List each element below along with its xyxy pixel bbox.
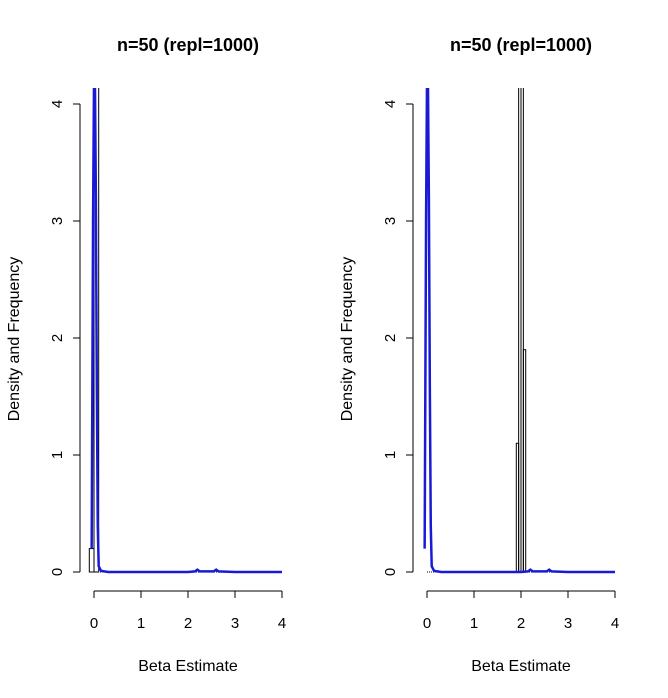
chart-1-y-ticks: 0 1 2 3 4: [49, 100, 80, 576]
chart-1-y-tick-label: 2: [49, 334, 66, 342]
chart-2-x-axis-label: Beta Estimate: [471, 658, 571, 675]
chart-2-density-line: [423, 88, 615, 574]
chart-2-y-tick-label: 4: [382, 100, 399, 108]
chart-2-plot-area: [423, 88, 615, 574]
chart-1-histogram-bar: [88, 548, 95, 573]
chart-1-title: n=50 (repl=1000): [117, 35, 259, 55]
chart-2-y-tick-label: 2: [382, 334, 399, 342]
chart-1-y-tick-label: 1: [49, 451, 66, 459]
chart-1-x-tick-label: 3: [231, 615, 239, 632]
chart-1-x-tick-label: 1: [137, 615, 145, 632]
chart-2-x-tick-label: 0: [423, 615, 431, 632]
chart-2-title: n=50 (repl=1000): [450, 35, 592, 55]
chart-1-y-axis-label: Density and Frequency: [6, 257, 23, 422]
chart-1-y-tick-label: 0: [49, 568, 66, 576]
chart-2-x-ticks: 0 1 2 3 4: [423, 591, 619, 632]
chart-1-plot-area: [88, 88, 282, 574]
chart-panel-1: n=50 (repl=1000) Beta Estimate Density a…: [6, 35, 286, 675]
chart-2-y-tick-label: 1: [382, 451, 399, 459]
chart-2-y-ticks: 0 1 2 3 4: [382, 100, 413, 576]
chart-1-x-ticks: 0 1 2 3 4: [90, 591, 286, 632]
chart-2-x-tick-label: 3: [564, 615, 572, 632]
chart-1-x-tick-label: 0: [90, 615, 98, 632]
chart-2-x-tick-label: 4: [611, 615, 619, 632]
chart-2-y-axis-label: Density and Frequency: [339, 257, 356, 422]
chart-1-x-tick-label: 4: [278, 615, 286, 632]
chart-1-x-axis: 0 1 2 3 4: [90, 590, 286, 632]
chart-1-x-tick-label: 2: [184, 615, 192, 632]
chart-2-x-axis: 0 1 2 3 4: [423, 590, 619, 632]
chart-2-y-axis: 0 1 2 3 4: [382, 100, 414, 576]
chart-2-y-tick-label: 3: [382, 217, 399, 225]
chart-1-x-axis-label: Beta Estimate: [138, 658, 238, 675]
chart-2-y-tick-label: 0: [382, 568, 399, 576]
chart-panel-2: n=50 (repl=1000) Beta Estimate Density a…: [339, 35, 619, 675]
chart-1-y-axis: 0 1 2 3 4: [49, 100, 81, 576]
chart-1-y-tick-label: 3: [49, 217, 66, 225]
chart-1-y-tick-label: 4: [49, 100, 66, 108]
chart-2-x-tick-label: 1: [470, 615, 478, 632]
chart-1-density-line: [90, 88, 282, 574]
chart-2-bars: [515, 88, 527, 573]
chart-2-x-tick-label: 2: [517, 615, 525, 632]
chart-2-histogram-bar: [522, 349, 527, 573]
